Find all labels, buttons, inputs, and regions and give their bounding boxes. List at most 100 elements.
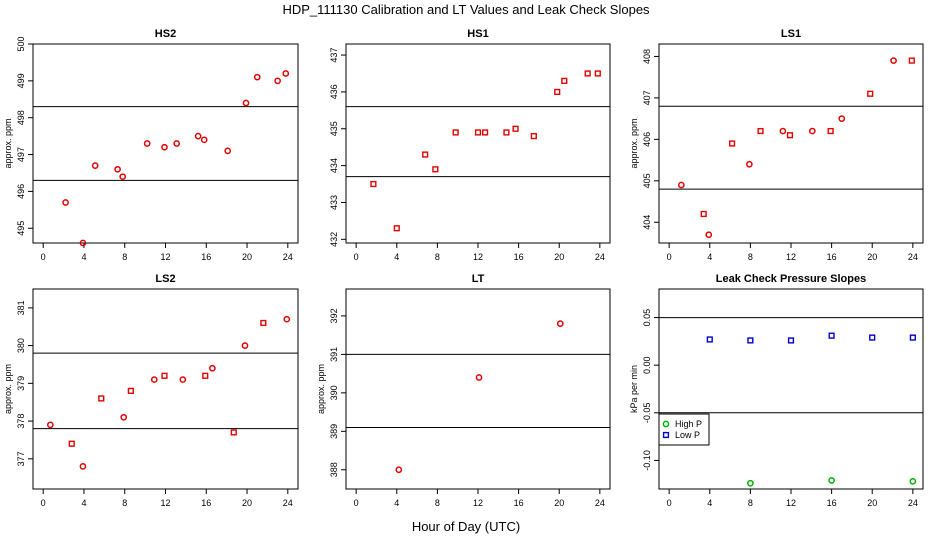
data-point [242, 99, 250, 107]
plot-frame [345, 43, 611, 244]
y-tick-label: 495 [16, 221, 26, 236]
data-point [395, 466, 403, 474]
panel-title: LS2 [155, 273, 175, 285]
data-point [79, 463, 87, 470]
panel-title: HS2 [155, 28, 176, 40]
data-point [98, 395, 105, 402]
data-point [503, 129, 510, 136]
data-point [838, 115, 846, 122]
data-point [202, 372, 209, 379]
x-tick-label: 24 [595, 252, 605, 262]
x-tick-label: 8 [435, 252, 440, 262]
data-point [746, 160, 753, 168]
data-point [224, 147, 232, 155]
y-tick-label: 405 [642, 173, 652, 188]
data-point [150, 376, 158, 383]
x-tick-label: 20 [242, 498, 252, 508]
data-point [700, 210, 707, 218]
legend-label: Low P [675, 430, 700, 440]
data-point [475, 374, 483, 381]
x-tick-label: 12 [160, 498, 170, 508]
plot-frame [658, 43, 924, 244]
x-tick-label: 20 [867, 252, 877, 262]
x-tick-label: 12 [786, 498, 796, 508]
data-point [909, 478, 917, 485]
data-point [890, 57, 897, 64]
plot-frame [658, 288, 924, 490]
x-tick-label: 24 [908, 498, 918, 508]
data-point [747, 337, 754, 344]
x-tick-label: 12 [786, 252, 796, 262]
y-tick-label: 433 [329, 195, 339, 210]
data-point [677, 181, 685, 189]
data-point [161, 372, 168, 379]
data-point [370, 180, 377, 188]
data-point [91, 162, 99, 169]
data-point [827, 127, 834, 135]
legend-box [658, 413, 710, 446]
y-axis-label: approx. ppm [3, 118, 13, 168]
data-point [68, 440, 75, 447]
data-point [79, 239, 87, 247]
x-tick-label: 16 [201, 252, 211, 262]
legend-marker [662, 431, 670, 439]
y-axis-label: approx. ppm [629, 118, 639, 168]
x-tick-label: 8 [748, 252, 753, 262]
data-point [161, 143, 168, 151]
data-point [828, 332, 835, 339]
x-tick-label: 16 [514, 252, 524, 262]
panel-1: HS2 0 4 8 12 16 20 24 495 496 497 498 499 500 approx. … [3, 28, 299, 262]
y-tick-label: 437 [329, 48, 339, 63]
y-axis-label: approx. ppm [316, 364, 326, 414]
x-tick-label: 16 [827, 252, 837, 262]
data-point [253, 73, 261, 81]
x-tick-label: 24 [283, 252, 293, 262]
data-point [200, 136, 208, 144]
data-point [119, 173, 127, 181]
data-point [209, 364, 216, 372]
data-point [143, 140, 151, 147]
panel-title: LT [472, 273, 485, 285]
figure-title: HDP_111130 Calibration and LT Values and… [282, 2, 650, 17]
y-tick-label: 404 [642, 215, 652, 230]
data-point [729, 140, 736, 147]
x-tick-label: 8 [748, 498, 753, 508]
y-tick-label: 378 [16, 414, 26, 429]
data-point [241, 342, 249, 349]
y-tick-label: 500 [16, 36, 26, 51]
data-point [127, 387, 134, 394]
x-tick-label: 4 [707, 498, 712, 508]
x-axis-label: Hour of Day (UTC) [412, 519, 520, 534]
data-point [757, 127, 764, 135]
data-point [787, 337, 795, 344]
y-tick-label: 377 [16, 451, 26, 466]
y-tick-label: -0.05 [642, 403, 652, 424]
y-tick-label: 407 [642, 90, 652, 105]
data-point [62, 199, 69, 206]
data-point [594, 70, 601, 77]
y-tick-label: 380 [16, 338, 26, 353]
data-point [194, 132, 202, 140]
plot-frame [32, 288, 299, 490]
plot-frame [345, 288, 611, 490]
y-tick-label: 391 [329, 347, 339, 362]
data-point [260, 319, 267, 327]
x-tick-label: 20 [554, 498, 564, 508]
data-point [452, 129, 459, 136]
x-tick-label: 24 [283, 498, 293, 508]
y-tick-label: 389 [329, 424, 339, 439]
data-point [173, 140, 181, 147]
y-tick-label: 0.00 [642, 356, 652, 374]
y-tick-label: 499 [16, 73, 26, 88]
x-tick-label: 0 [41, 252, 46, 262]
y-tick-label: 498 [16, 110, 26, 125]
x-tick-label: 0 [667, 498, 672, 508]
x-tick-label: 8 [122, 498, 127, 508]
y-tick-label: 406 [642, 132, 652, 147]
x-tick-label: 20 [242, 252, 252, 262]
panel-3: LS1 0 4 8 12 16 20 24 404 405 406 407 408 approx. ppm [629, 28, 924, 262]
data-point [828, 477, 835, 484]
data-point [512, 125, 519, 132]
data-point [282, 70, 290, 77]
